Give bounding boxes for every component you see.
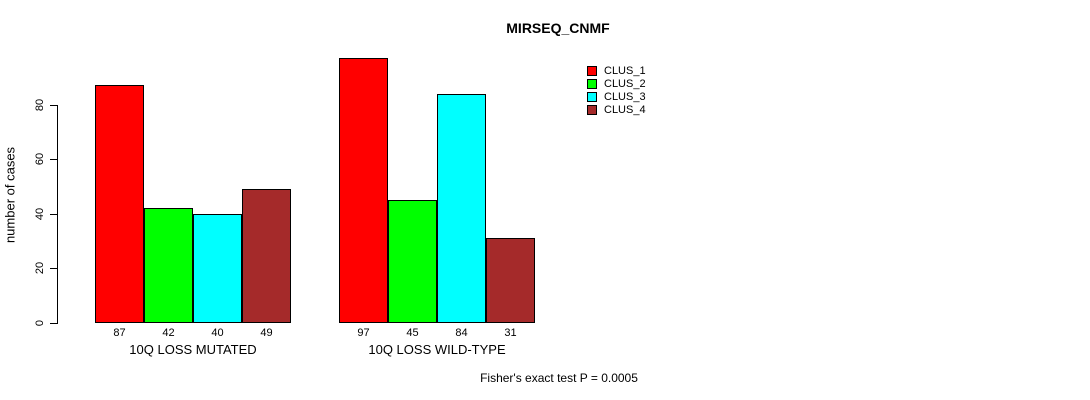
legend-label: CLUS_3 [604, 91, 646, 103]
y-axis-tick [50, 268, 57, 269]
bar-clus-1 [339, 58, 388, 323]
bar-value-label: 42 [162, 327, 175, 339]
legend-label: CLUS_2 [604, 78, 646, 90]
legend-swatch-clus-1 [587, 66, 597, 76]
chart-title: MIRSEQ_CNMF [506, 20, 610, 36]
bar-value-label: 31 [504, 327, 517, 339]
y-tick-label: 40 [34, 207, 46, 221]
bar-value-label: 84 [455, 327, 468, 339]
y-tick-label: 60 [34, 152, 46, 166]
x-category-label: 10Q LOSS WILD-TYPE [368, 342, 506, 357]
bar-value-label: 97 [357, 327, 370, 339]
bar-clus-1 [95, 85, 144, 323]
y-tick-label: 80 [34, 98, 46, 112]
bar-clus-3 [193, 214, 242, 323]
legend-label: CLUS_1 [604, 65, 646, 77]
bar-value-label: 40 [211, 327, 224, 339]
legend-swatch-clus-4 [587, 105, 597, 115]
y-axis-tick [50, 105, 57, 106]
bar-clus-3 [437, 94, 486, 323]
x-category-label: 10Q LOSS MUTATED [129, 342, 257, 357]
y-tick-label: 20 [34, 261, 46, 275]
bar-clus-2 [388, 200, 437, 323]
bar-clus-4 [486, 238, 535, 323]
fisher-test-annotation: Fisher's exact test P = 0.0005 [480, 371, 638, 385]
bar-value-label: 49 [260, 327, 273, 339]
y-axis-tick [50, 159, 57, 160]
y-axis-line [57, 105, 58, 324]
y-axis-tick [50, 323, 57, 324]
bar-value-label: 45 [406, 327, 419, 339]
bar-clus-4 [242, 189, 291, 323]
bar-value-label: 87 [113, 327, 126, 339]
bar-clus-2 [144, 208, 193, 323]
legend-label: CLUS_4 [604, 104, 646, 116]
legend-swatch-clus-3 [587, 92, 597, 102]
y-tick-label: 0 [34, 319, 46, 327]
legend-swatch-clus-2 [587, 79, 597, 89]
y-axis-tick [50, 214, 57, 215]
